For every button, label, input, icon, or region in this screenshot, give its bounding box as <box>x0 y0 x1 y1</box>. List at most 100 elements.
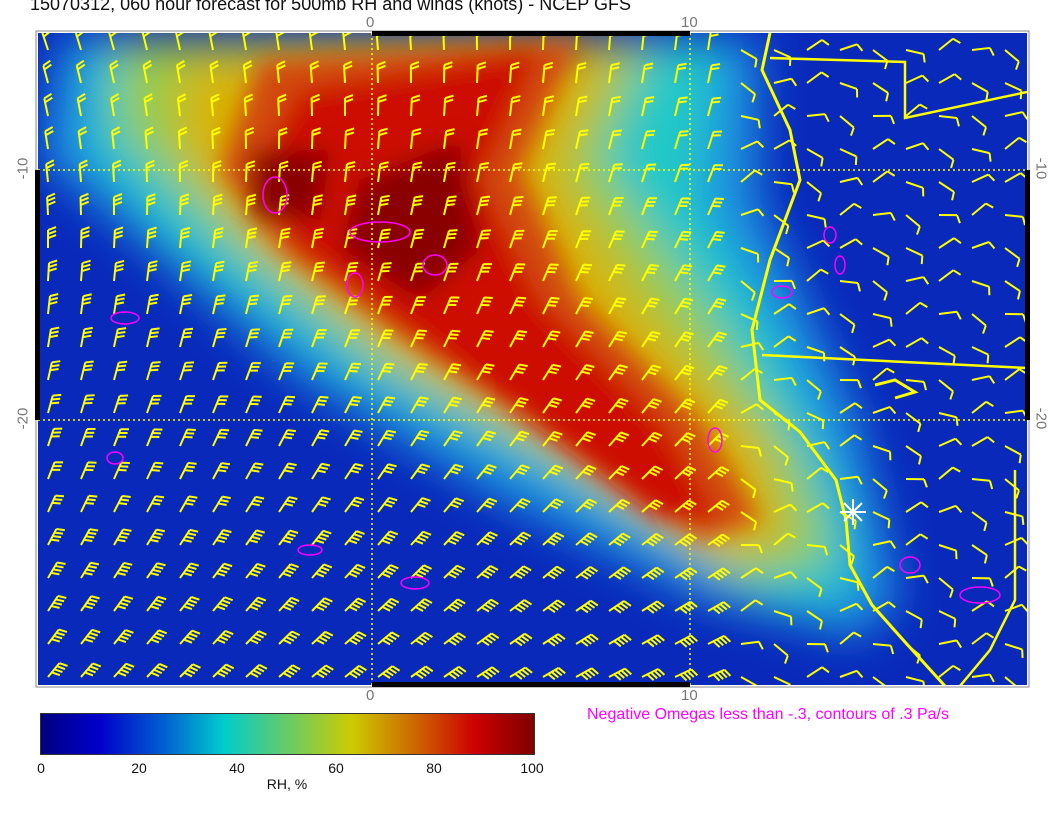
wind-barb <box>277 93 287 117</box>
wind-barb <box>773 445 789 466</box>
wind-barb <box>311 630 334 645</box>
wind-barb <box>45 159 55 183</box>
wind-barb <box>212 629 234 645</box>
wind-barb <box>278 596 300 612</box>
wind-barb <box>78 159 89 183</box>
wind-barb <box>608 263 626 282</box>
wind-barb <box>641 465 664 480</box>
wind-barb <box>575 162 590 183</box>
wind-barb <box>311 362 328 381</box>
wind-barb <box>938 379 954 400</box>
wind-barb <box>971 478 994 490</box>
wind-barb <box>212 160 222 183</box>
wind-barb <box>278 462 297 480</box>
wind-barb <box>641 297 660 315</box>
wind-barb <box>179 226 191 249</box>
wind-barb <box>938 412 959 426</box>
wind-barb <box>872 367 895 381</box>
wind-barb <box>245 294 260 315</box>
wind-barb <box>410 631 433 646</box>
wind-barb <box>509 531 532 546</box>
wind-barb <box>938 664 961 678</box>
wind-barb <box>971 280 991 296</box>
wind-barb <box>110 93 120 117</box>
wind-barb <box>245 227 258 249</box>
wind-barb <box>674 634 698 648</box>
wind-barb <box>311 597 333 612</box>
wind-barb <box>839 602 864 612</box>
wind-barb <box>740 511 757 531</box>
wind-barb <box>905 412 922 433</box>
wind-barb <box>80 662 102 678</box>
wind-barb <box>80 494 98 513</box>
wind-barb <box>245 562 266 579</box>
wind-barb <box>80 360 94 381</box>
wind-barb <box>674 230 692 249</box>
wind-barb <box>740 247 760 263</box>
wind-barb <box>1004 603 1027 612</box>
wind-barb <box>179 663 201 678</box>
wind-barb <box>641 600 665 614</box>
wind-barb <box>509 430 530 447</box>
wind-barb <box>212 562 233 579</box>
wind-barb <box>377 329 394 348</box>
wind-barb <box>80 259 91 282</box>
wind-barb <box>344 194 357 216</box>
wind-barb <box>740 169 763 183</box>
wind-barb <box>872 478 888 499</box>
wind-barb <box>212 663 235 678</box>
wind-barb <box>707 33 720 51</box>
wind-barb <box>707 365 728 381</box>
wind-barb <box>344 631 367 645</box>
wind-barb <box>542 363 562 381</box>
wind-barb <box>278 630 301 645</box>
wind-barb <box>839 544 855 565</box>
wind-barb <box>938 214 961 224</box>
wind-barb <box>1004 136 1027 150</box>
wind-barb <box>113 662 135 678</box>
wind-barb <box>410 497 431 513</box>
wind-barb <box>839 475 863 485</box>
wind-barb <box>608 163 623 183</box>
wind-barb <box>443 128 455 150</box>
wind-barb <box>905 501 929 513</box>
wind-barb <box>971 577 994 587</box>
wind-barb <box>773 643 789 664</box>
wind-barb <box>113 528 132 546</box>
wind-barb <box>245 529 265 546</box>
wind-barb <box>245 362 261 381</box>
wind-barb <box>905 337 929 348</box>
wind-barb <box>177 126 188 150</box>
wind-barb <box>905 74 930 84</box>
wind-barb <box>872 170 896 183</box>
wind-barb <box>509 363 528 381</box>
wind-barb <box>1004 247 1021 268</box>
wind-barb <box>410 598 433 612</box>
wind-barb <box>509 128 522 150</box>
wind-barb <box>872 406 897 415</box>
wind-barb <box>905 181 925 197</box>
wind-barb <box>311 194 324 216</box>
wind-barb <box>41 33 51 51</box>
wind-barb <box>278 294 293 315</box>
wind-barb <box>344 362 362 381</box>
wind-barb <box>212 529 232 546</box>
wind-barb <box>410 396 429 414</box>
wind-barb <box>740 676 758 685</box>
wind-barb <box>476 61 487 84</box>
wind-barb <box>178 159 189 183</box>
wind-barb <box>176 93 187 117</box>
wind-barb <box>575 230 592 249</box>
wind-barb <box>806 39 830 51</box>
wind-barb <box>410 94 421 117</box>
wind-barb <box>344 228 358 249</box>
wind-barb <box>608 62 620 84</box>
wind-barb <box>806 148 824 167</box>
wind-barb <box>376 60 386 84</box>
wind-barb <box>377 127 388 150</box>
wind-barb <box>278 127 288 150</box>
wind-barb <box>443 363 462 381</box>
wind-barb <box>509 61 520 84</box>
wind-barb <box>641 197 658 216</box>
wind-barb <box>377 94 387 117</box>
